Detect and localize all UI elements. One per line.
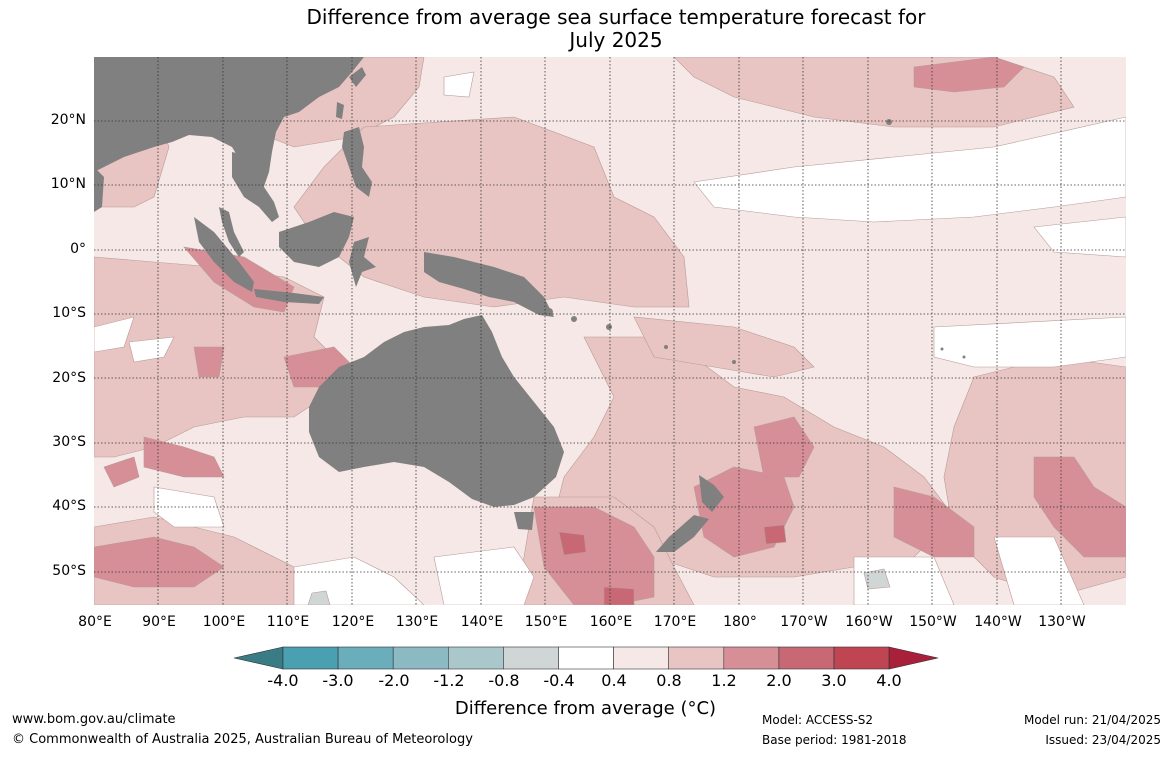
- lat-label-10s: 10°S: [52, 305, 86, 321]
- lon-label-90e: 90°E: [142, 614, 176, 630]
- colorbar-tick: 2.0: [766, 671, 792, 690]
- colorbar-tick: -0.8: [488, 671, 520, 690]
- map-title-line2: July 2025: [569, 28, 663, 52]
- lon-label-140w: 140°W: [974, 614, 1022, 630]
- colorbar-tick: 4.0: [876, 671, 902, 690]
- colorbar-tick: -1.2: [433, 671, 465, 690]
- lon-label-150e: 150°E: [524, 614, 568, 630]
- lat-label-20s: 20°S: [52, 370, 86, 386]
- colorbar-extend-low: [233, 646, 284, 670]
- colorbar-swatch: [337, 646, 394, 670]
- lon-label-140e: 140°E: [460, 614, 504, 630]
- lat-label-30s: 30°S: [52, 434, 86, 450]
- lon-label-170e: 170°E: [653, 614, 697, 630]
- lon-label-180: 180°: [723, 614, 757, 630]
- colorbar-swatch: [392, 646, 449, 670]
- colorbar-tick: 3.0: [821, 671, 847, 690]
- colorbar-tick: 0.8: [656, 671, 682, 690]
- colorbar: [233, 646, 939, 670]
- map-title-line1: Difference from average sea surface temp…: [306, 5, 926, 29]
- colorbar-swatch: [613, 646, 670, 670]
- sst-anomaly-map: [94, 57, 1126, 605]
- lon-label-160w: 160°W: [845, 614, 893, 630]
- issued-date: Issued: 23/04/2025: [1045, 733, 1161, 747]
- lon-label-100e: 100°E: [202, 614, 246, 630]
- lat-label-20n: 20°N: [50, 112, 86, 128]
- colorbar-swatch: [282, 646, 339, 670]
- model-name: Model: ACCESS-S2: [762, 713, 874, 727]
- lon-label-170w: 170°W: [780, 614, 828, 630]
- colorbar-swatch: [558, 646, 614, 670]
- base-period: Base period: 1981-2018: [762, 733, 907, 747]
- colorbar-tick: 1.2: [711, 671, 737, 690]
- lat-label-50s: 50°S: [52, 563, 86, 579]
- colorbar-extend-high: [888, 646, 939, 670]
- lon-label-110e: 110°E: [266, 614, 310, 630]
- colorbar-tick: -4.0: [267, 671, 299, 690]
- model-run-date: Model run: 21/04/2025: [1023, 713, 1161, 727]
- map-title: Difference from average sea surface temp…: [0, 6, 1173, 52]
- land: [94, 57, 966, 552]
- colorbar-tick: -3.0: [322, 671, 354, 690]
- lat-label-40s: 40°S: [52, 498, 86, 514]
- colorbar-label: Difference from average (°C): [454, 698, 717, 719]
- graticule: [94, 57, 1126, 605]
- colorbar-swatch: [778, 646, 835, 670]
- colorbar-tick: -0.4: [543, 671, 575, 690]
- colorbar-tick: -2.0: [378, 671, 410, 690]
- lon-label-120e: 120°E: [331, 614, 375, 630]
- lat-label-10n: 10°N: [50, 176, 86, 192]
- lon-label-150w: 150°W: [909, 614, 957, 630]
- website-link[interactable]: www.bom.gov.au/climate: [12, 712, 176, 727]
- colorbar-swatch: [448, 646, 504, 670]
- colorbar-swatch: [668, 646, 725, 670]
- lon-label-130e: 130°E: [395, 614, 439, 630]
- lat-label-0: 0°: [70, 241, 86, 257]
- colorbar-swatch: [503, 646, 559, 670]
- lon-label-130w: 130°W: [1038, 614, 1086, 630]
- copyright-notice: © Commonwealth of Australia 2025, Austra…: [12, 732, 473, 747]
- colorbar-swatch: [833, 646, 890, 670]
- colorbar-swatch: [723, 646, 780, 670]
- colorbar-tick: 0.4: [601, 671, 627, 690]
- lon-label-160e: 160°E: [589, 614, 633, 630]
- lon-label-80e: 80°E: [78, 614, 112, 630]
